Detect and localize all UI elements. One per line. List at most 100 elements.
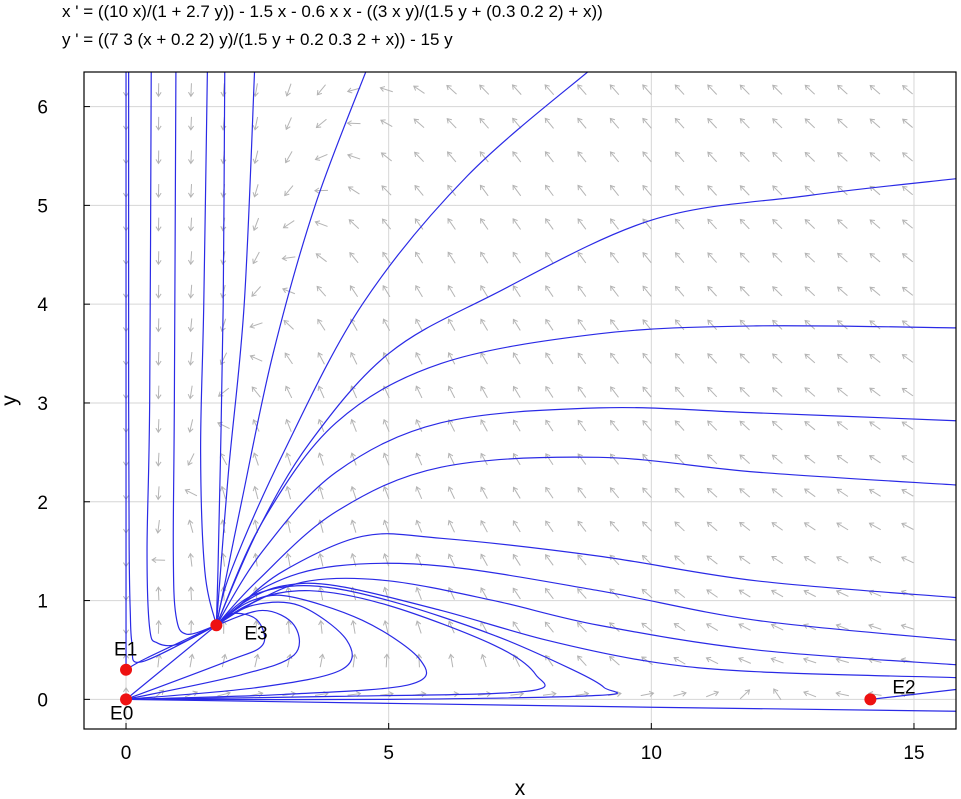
vector-arrow — [545, 285, 554, 297]
vector-arrow — [187, 385, 194, 400]
vector-arrow — [512, 117, 522, 129]
vector-arrow — [868, 623, 882, 630]
vector-arrow — [837, 219, 848, 229]
vector-arrow — [285, 586, 292, 601]
vector-arrow — [512, 218, 521, 230]
vector-arrow — [738, 623, 751, 631]
vector-arrow — [382, 519, 390, 533]
vector-arrow — [738, 656, 752, 664]
vector-arrow — [480, 419, 488, 432]
vector-arrow — [187, 519, 194, 533]
vector-arrow — [707, 353, 718, 364]
vector-arrow — [835, 623, 849, 631]
equilibrium-label: E2 — [892, 677, 915, 698]
vector-arrow — [480, 587, 488, 600]
vector-arrow — [381, 185, 392, 196]
vector-arrow — [447, 318, 456, 331]
vector-arrow — [479, 151, 489, 163]
vector-arrow — [707, 218, 717, 230]
vector-arrow — [577, 285, 587, 297]
vector-arrow — [901, 286, 914, 296]
vector-arrow — [317, 586, 324, 601]
vector-arrow — [187, 552, 194, 567]
vector-arrow — [155, 351, 162, 366]
vector-arrow — [415, 486, 423, 500]
vector-arrow — [282, 220, 295, 229]
vector-arrow — [674, 319, 685, 331]
trajectory-curve — [215, 72, 226, 626]
vector-arrow — [447, 251, 456, 264]
vector-arrow — [642, 117, 652, 129]
vector-arrow — [705, 656, 719, 665]
vector-arrow — [772, 252, 783, 263]
equation-x: x ' = ((10 x)/(1 + 2.7 y)) - 1.5 x - 0.6… — [62, 2, 603, 21]
vector-arrow — [837, 84, 848, 95]
vector-arrow — [253, 619, 260, 634]
vector-arrow — [447, 519, 455, 533]
vector-arrow — [804, 454, 816, 464]
trajectory-curve — [216, 577, 956, 666]
vector-arrow — [413, 118, 425, 129]
vector-arrow — [706, 487, 718, 498]
vector-arrow — [674, 521, 685, 532]
vector-arrow — [447, 351, 456, 365]
vector-arrow — [187, 284, 194, 299]
vector-arrow — [642, 352, 652, 364]
vector-arrow — [382, 351, 390, 365]
vector-arrow — [739, 118, 750, 129]
trajectory-curve — [200, 72, 217, 626]
vector-arrow — [252, 419, 260, 432]
vector-arrow — [836, 286, 848, 296]
vector-arrow — [512, 419, 521, 432]
equilibrium-point — [864, 693, 877, 706]
vector-arrow — [869, 84, 881, 95]
vector-arrow — [285, 552, 292, 567]
vector-arrow — [770, 589, 784, 598]
vector-arrow — [220, 485, 227, 500]
vector-arrow — [739, 84, 750, 95]
x-axis-label: x — [515, 777, 526, 799]
vector-arrow — [739, 353, 750, 364]
vector-arrow — [577, 386, 587, 398]
vector-arrow — [674, 285, 685, 297]
vector-arrow — [707, 420, 718, 431]
vector-arrow — [251, 386, 261, 398]
vector-arrow — [609, 184, 620, 196]
vector-arrow — [707, 151, 718, 163]
y-tick-label: 5 — [37, 196, 48, 217]
vector-arrow — [447, 486, 455, 499]
vector-arrow — [480, 452, 488, 466]
plot-area — [84, 72, 956, 729]
vector-arrow — [642, 251, 652, 264]
vector-arrow — [184, 488, 198, 497]
vector-arrow — [415, 586, 422, 600]
vector-arrow — [187, 351, 194, 366]
vector-arrow — [900, 556, 914, 564]
vector-arrow — [803, 522, 816, 531]
vector-arrow — [836, 353, 848, 364]
vector-arrow — [901, 522, 914, 530]
vector-arrow — [869, 353, 881, 363]
vector-arrow — [188, 150, 195, 165]
vector-arrow — [545, 554, 554, 566]
vector-arrow — [771, 522, 783, 531]
vector-arrow — [707, 285, 717, 297]
vector-arrow — [447, 184, 457, 197]
vector-arrow — [836, 387, 848, 397]
vector-arrow — [284, 352, 293, 365]
vector-arrow — [447, 452, 456, 466]
equilibrium-label: E0 — [110, 703, 133, 724]
equation-y: y ' = ((7 3 (x + 0.2 2) y)/(1.5 y + 0.2 … — [62, 30, 453, 49]
vector-arrow — [610, 285, 619, 297]
vector-arrow — [151, 556, 166, 564]
vector-arrow — [804, 151, 816, 162]
vector-arrow — [770, 657, 784, 664]
trajectory-curve — [126, 698, 956, 712]
vector-arrow — [317, 318, 326, 331]
vector-arrow — [545, 486, 554, 499]
vector-arrow — [350, 351, 358, 365]
vector-arrow — [707, 84, 718, 95]
vector-arrow — [674, 352, 685, 364]
vector-arrow — [609, 520, 620, 532]
vector-arrow — [836, 421, 849, 431]
